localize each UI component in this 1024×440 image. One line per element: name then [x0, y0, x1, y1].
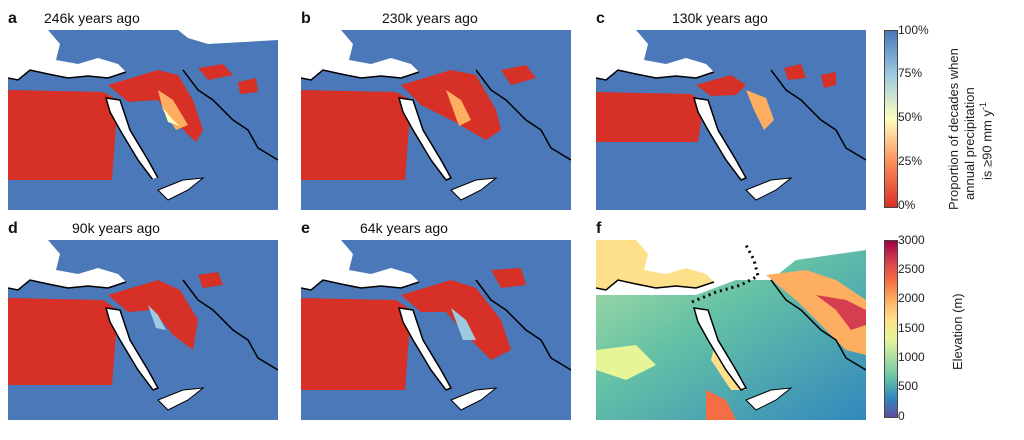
precip-colorbar-label-1: Proportion of decades when	[946, 48, 961, 210]
elev-tick: 2500	[898, 262, 925, 276]
panel-letter: b	[301, 10, 311, 27]
panel-letter: d	[8, 220, 18, 237]
panel-letter: e	[301, 220, 310, 237]
panel-title: 64k years ago	[360, 220, 448, 236]
precip-tick: 100%	[898, 23, 929, 37]
panel-letter: c	[596, 10, 605, 27]
precip-map-230k	[301, 30, 571, 210]
precip-colorbar	[884, 30, 898, 208]
elev-tick: 3000	[898, 233, 925, 247]
elev-tick: 2000	[898, 291, 925, 305]
elev-tick: 1500	[898, 321, 925, 335]
panel-letter: f	[596, 220, 602, 237]
elev-tick: 0	[898, 409, 905, 423]
precip-tick: 25%	[898, 154, 923, 168]
panel-letter: a	[8, 10, 17, 27]
panel-title: 130k years ago	[672, 10, 768, 26]
elev-tick: 1000	[898, 350, 925, 364]
panel-title: 90k years ago	[72, 220, 160, 236]
precip-tick: 0%	[898, 198, 916, 212]
precip-map-64k	[301, 240, 571, 420]
precip-map-130k	[596, 30, 866, 210]
elev-tick: 500	[898, 379, 919, 393]
panel-title: 246k years ago	[44, 10, 140, 26]
elevation-map	[596, 240, 866, 420]
elevation-colorbar	[884, 240, 898, 418]
precip-map-246k	[8, 30, 278, 210]
elevation-colorbar-label: Elevation (m)	[950, 293, 965, 370]
precip-tick: 75%	[898, 66, 923, 80]
panel-title: 230k years ago	[382, 10, 478, 26]
precip-tick: 50%	[898, 110, 923, 124]
precip-map-90k	[8, 240, 278, 420]
precip-colorbar-label-2: annual precipitation	[962, 87, 977, 200]
precip-colorbar-label-3: is ≥90 mm y-1	[978, 102, 995, 180]
